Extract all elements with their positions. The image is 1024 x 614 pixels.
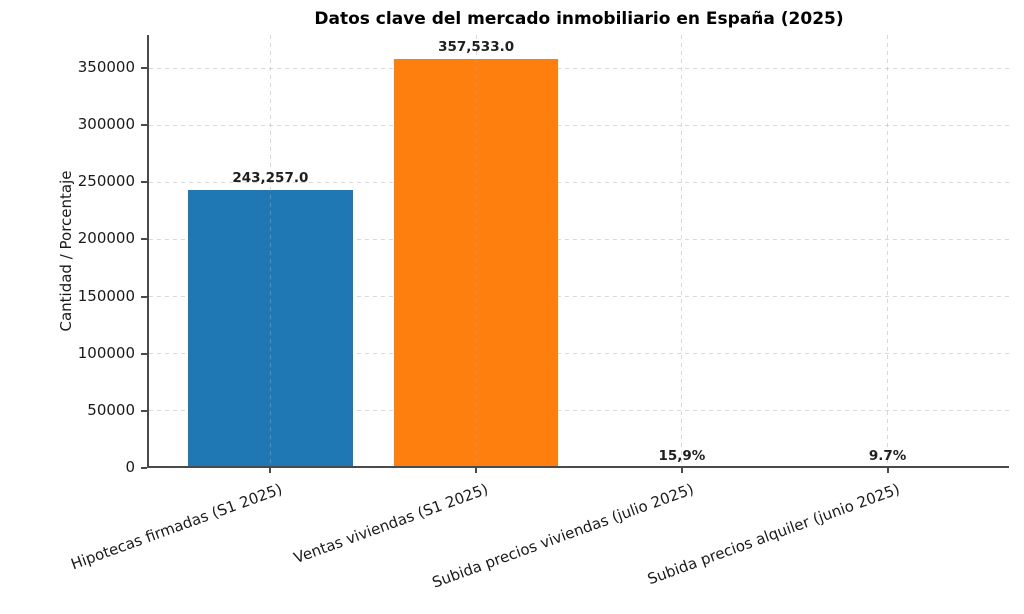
bar: [393, 59, 559, 468]
x-tick-label: Hipotecas firmadas (S1 2025): [68, 480, 285, 574]
y-tick-mark: [141, 352, 147, 355]
y-tick-label: 0: [125, 458, 135, 476]
y-tick-mark: [141, 124, 147, 127]
y-tick-label: 300000: [77, 115, 135, 134]
y-gridline: [149, 353, 1009, 355]
bar: [188, 190, 353, 468]
x-tick-mark: [475, 468, 478, 473]
x-gridline: [475, 35, 477, 468]
y-gridline: [149, 67, 1009, 69]
y-tick-label: 350000: [77, 58, 135, 76]
x-gridline: [269, 35, 271, 468]
y-gridline: [149, 181, 1009, 183]
x-tick-mark: [886, 468, 889, 473]
y-gridline: [149, 238, 1009, 240]
y-gridline: [149, 410, 1009, 412]
y-tick-mark: [141, 181, 147, 184]
bar-value-label: 243,257.0: [232, 169, 309, 186]
y-tick-label: 100000: [77, 343, 135, 362]
y-axis-label: Cantidad / Porcentaje: [57, 170, 75, 332]
bar-value-label: 15,9%: [658, 447, 706, 464]
y-tick-mark: [141, 67, 147, 69]
y-gridline: [149, 124, 1009, 126]
y-tick-label: 150000: [77, 286, 135, 305]
y-tick-label: 200000: [77, 229, 135, 248]
y-tick-mark: [141, 409, 147, 412]
x-tick-label: Ventas viviendas (S1 2025): [291, 480, 491, 568]
bar-value-label: 9.7%: [868, 447, 907, 464]
y-tick-mark: [141, 295, 147, 298]
y-axis-spine: [147, 35, 149, 468]
y-tick-label: 50000: [87, 400, 135, 419]
y-tick-mark: [141, 238, 147, 241]
y-gridline: [149, 296, 1009, 298]
y-tick-label: 250000: [77, 172, 135, 191]
x-tick-mark: [269, 468, 272, 473]
bar-value-label: 357,533.0: [438, 39, 515, 56]
chart-title: Datos clave del mercado inmobiliario en …: [314, 9, 844, 29]
x-axis-spine: [147, 466, 1009, 468]
x-tick-mark: [680, 468, 683, 473]
plot-area: [149, 35, 1009, 468]
x-gridline: [681, 35, 683, 468]
x-gridline: [887, 35, 889, 468]
y-tick-mark: [141, 467, 147, 469]
